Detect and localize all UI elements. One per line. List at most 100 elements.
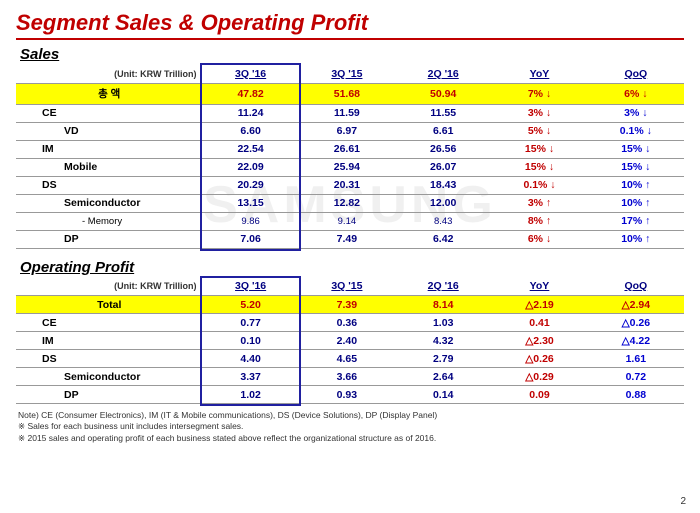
note-2: ※ Sales for each business unit includes … xyxy=(18,421,684,432)
profit-table-wrap: (Unit: KRW Trillion) 3Q '16 3Q '15 2Q '1… xyxy=(16,278,684,405)
cell-qoq: △4.22 xyxy=(588,332,684,350)
cell-v3: 8.14 xyxy=(395,296,491,314)
cell-v2: 51.68 xyxy=(299,83,395,104)
row-label: IM xyxy=(16,332,202,350)
cell-v3: 4.32 xyxy=(395,332,491,350)
cell-yoy: 7% ↓ xyxy=(491,83,587,104)
cell-v1: 11.24 xyxy=(202,104,298,122)
cell-yoy: 15% ↓ xyxy=(491,140,587,158)
cell-v2: 11.59 xyxy=(299,104,395,122)
cell-v2: 9.14 xyxy=(299,212,395,230)
cell-qoq: 0.1% ↓ xyxy=(588,122,684,140)
row-label: DP xyxy=(16,230,202,248)
cell-v1: 9.86 xyxy=(202,212,298,230)
cell-v3: 2.79 xyxy=(395,350,491,368)
cell-v2: 26.61 xyxy=(299,140,395,158)
cell-qoq: 10% ↑ xyxy=(588,230,684,248)
cell-yoy: 3% ↓ xyxy=(491,104,587,122)
row-label: CE xyxy=(16,104,202,122)
cell-v1: 0.77 xyxy=(202,314,298,332)
cell-v1: 1.02 xyxy=(202,386,298,404)
cell-v3: 18.43 xyxy=(395,176,491,194)
cell-v3: 6.61 xyxy=(395,122,491,140)
cell-v3: 6.42 xyxy=(395,230,491,248)
cell-v1: 4.40 xyxy=(202,350,298,368)
row-label: Total xyxy=(16,296,202,314)
row-label: Semiconductor xyxy=(16,194,202,212)
cell-v3: 12.00 xyxy=(395,194,491,212)
cell-v1: 47.82 xyxy=(202,83,298,104)
table-row: - Memory9.869.148.438% ↑17% ↑ xyxy=(16,212,684,230)
footnotes: Note) CE (Consumer Electronics), IM (IT … xyxy=(16,410,684,444)
cell-yoy: 15% ↓ xyxy=(491,158,587,176)
row-label: CE xyxy=(16,314,202,332)
cell-v2: 2.40 xyxy=(299,332,395,350)
cell-v2: 12.82 xyxy=(299,194,395,212)
cell-v2: 7.39 xyxy=(299,296,395,314)
row-label: VD xyxy=(16,122,202,140)
cell-qoq: 0.72 xyxy=(588,368,684,386)
cell-v3: 8.43 xyxy=(395,212,491,230)
cell-qoq: 6% ↓ xyxy=(588,83,684,104)
col2-2q16: 2Q '16 xyxy=(395,278,491,296)
cell-v2: 4.65 xyxy=(299,350,395,368)
cell-yoy: △0.29 xyxy=(491,368,587,386)
cell-v2: 20.31 xyxy=(299,176,395,194)
cell-v1: 7.06 xyxy=(202,230,298,248)
cell-qoq: 1.61 xyxy=(588,350,684,368)
unit-label-2: (Unit: KRW Trillion) xyxy=(114,281,196,291)
cell-yoy: 8% ↑ xyxy=(491,212,587,230)
col-qoq: QoQ xyxy=(588,65,684,83)
profit-table: (Unit: KRW Trillion) 3Q '16 3Q '15 2Q '1… xyxy=(16,278,684,405)
cell-yoy: 6% ↓ xyxy=(491,230,587,248)
cell-v2: 0.93 xyxy=(299,386,395,404)
col2-3q15: 3Q '15 xyxy=(299,278,395,296)
row-label: DS xyxy=(16,176,202,194)
cell-v3: 50.94 xyxy=(395,83,491,104)
row-label: Mobile xyxy=(16,158,202,176)
note-1: Note) CE (Consumer Electronics), IM (IT … xyxy=(18,410,684,421)
row-label: IM xyxy=(16,140,202,158)
table-row: DP1.020.930.140.090.88 xyxy=(16,386,684,404)
cell-v3: 2.64 xyxy=(395,368,491,386)
cell-qoq: △0.26 xyxy=(588,314,684,332)
cell-v2: 0.36 xyxy=(299,314,395,332)
table-row: Semiconductor13.1512.8212.003% ↑10% ↑ xyxy=(16,194,684,212)
cell-v1: 3.37 xyxy=(202,368,298,386)
cell-v3: 0.14 xyxy=(395,386,491,404)
cell-qoq: 3% ↓ xyxy=(588,104,684,122)
cell-v3: 26.56 xyxy=(395,140,491,158)
cell-v2: 25.94 xyxy=(299,158,395,176)
cell-yoy: 5% ↓ xyxy=(491,122,587,140)
cell-qoq: 10% ↑ xyxy=(588,176,684,194)
table-row: Semiconductor3.373.662.64△0.290.72 xyxy=(16,368,684,386)
sales-table: (Unit: KRW Trillion) 3Q '16 3Q '15 2Q '1… xyxy=(16,65,684,249)
cell-qoq: 17% ↑ xyxy=(588,212,684,230)
cell-yoy: △2.30 xyxy=(491,332,587,350)
sales-heading: Sales xyxy=(20,46,684,63)
row-label: DP xyxy=(16,386,202,404)
row-label: DS xyxy=(16,350,202,368)
row-label: 총 액 xyxy=(16,83,202,104)
cell-v1: 13.15 xyxy=(202,194,298,212)
cell-v1: 0.10 xyxy=(202,332,298,350)
table-row: IM22.5426.6126.5615% ↓15% ↓ xyxy=(16,140,684,158)
cell-v1: 22.54 xyxy=(202,140,298,158)
table-row: DS4.404.652.79△0.261.61 xyxy=(16,350,684,368)
row-label: - Memory xyxy=(16,212,202,230)
unit-label: (Unit: KRW Trillion) xyxy=(114,69,196,79)
table-row: Total5.207.398.14△2.19△2.94 xyxy=(16,296,684,314)
cell-v2: 7.49 xyxy=(299,230,395,248)
table-row: VD6.606.976.615% ↓0.1% ↓ xyxy=(16,122,684,140)
cell-qoq: 10% ↑ xyxy=(588,194,684,212)
table-row: 총 액47.8251.6850.947% ↓6% ↓ xyxy=(16,83,684,104)
cell-v2: 6.97 xyxy=(299,122,395,140)
table-row: CE0.770.361.030.41△0.26 xyxy=(16,314,684,332)
cell-v2: 3.66 xyxy=(299,368,395,386)
cell-yoy: 0.09 xyxy=(491,386,587,404)
col-2q16: 2Q '16 xyxy=(395,65,491,83)
page-number: 2 xyxy=(680,496,686,507)
page-title: Segment Sales & Operating Profit xyxy=(16,10,684,40)
col-yoy: YoY xyxy=(491,65,587,83)
table-row: DP7.067.496.426% ↓10% ↑ xyxy=(16,230,684,248)
